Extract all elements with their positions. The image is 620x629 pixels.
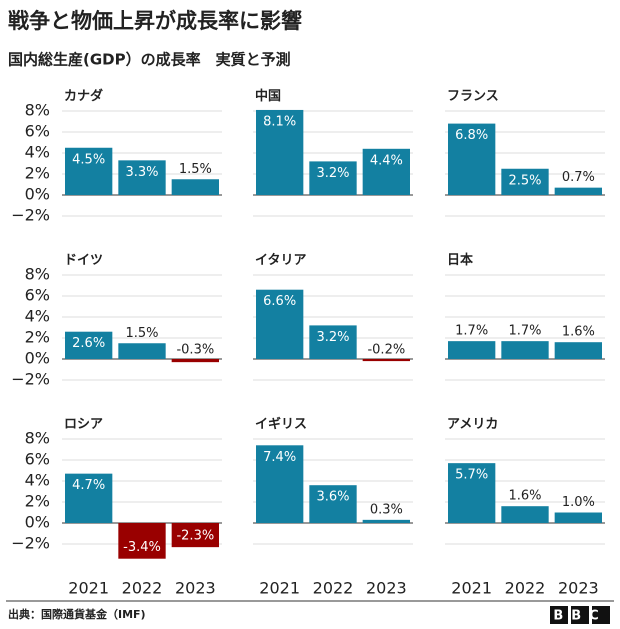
- value-label: 3.2%: [316, 330, 349, 345]
- logo-box: [571, 606, 589, 624]
- source: 出典：国際通貨基金（IMF): [8, 607, 146, 621]
- panel-title: イギリス: [255, 416, 307, 432]
- bar: [554, 342, 602, 359]
- value-label: 3.2%: [316, 166, 349, 181]
- y-tick-label: 4%: [25, 471, 50, 490]
- panel-title: 日本: [447, 252, 473, 268]
- bar: [118, 343, 166, 359]
- bar: [118, 160, 166, 195]
- bar: [118, 523, 166, 559]
- value-label: 4.5%: [72, 152, 105, 167]
- y-tick-label: 6%: [25, 450, 50, 469]
- value-label: 2.6%: [72, 336, 105, 351]
- bar: [362, 519, 410, 523]
- value-label: -3.4%: [123, 540, 161, 555]
- panel-title: カナダ: [64, 88, 103, 104]
- bar: [256, 445, 304, 523]
- y-tick-label: 2%: [25, 328, 50, 347]
- value-label: 0.3%: [370, 502, 403, 517]
- bar: [501, 341, 549, 359]
- y-tick-label: 8%: [25, 429, 50, 448]
- y-tick-label: 0%: [25, 513, 50, 532]
- logo: BBC: [550, 606, 610, 624]
- bar: [309, 325, 357, 359]
- bar: [256, 289, 304, 359]
- bar: [554, 187, 602, 195]
- y-tick-label: −2%: [11, 206, 50, 225]
- bar: [448, 341, 496, 359]
- bar: [501, 168, 549, 195]
- value-label: 6.8%: [455, 128, 488, 143]
- bar: [448, 463, 496, 523]
- bar: [256, 109, 304, 195]
- y-tick-label: 6%: [25, 286, 50, 305]
- panel-title: 中国: [255, 88, 281, 104]
- panel-title: イタリア: [255, 253, 306, 268]
- bar: [362, 148, 410, 195]
- x-tick-label: 2023: [558, 579, 599, 598]
- value-label: -0.3%: [176, 343, 214, 358]
- chart-subtitle: 国内総生産(GDP）の成長率 実質と予測: [8, 51, 291, 69]
- value-label: 1.5%: [125, 326, 158, 341]
- value-label: 3.3%: [125, 165, 158, 180]
- value-label: 1.7%: [455, 324, 488, 339]
- value-label: 7.4%: [263, 450, 296, 465]
- y-tick-label: 4%: [25, 143, 50, 162]
- logo-text: BBC: [553, 609, 606, 624]
- panel-title: ロシア: [64, 417, 103, 432]
- bar: [448, 123, 496, 195]
- value-label: 0.7%: [562, 170, 595, 185]
- value-label: 8.1%: [263, 114, 296, 129]
- y-tick-label: 2%: [25, 164, 50, 183]
- value-label: 1.7%: [508, 324, 541, 339]
- value-label: 2.5%: [508, 173, 541, 188]
- x-tick-label: 2021: [68, 579, 109, 598]
- value-label: 1.0%: [562, 495, 595, 510]
- value-label: -2.3%: [176, 529, 214, 544]
- y-tick-label: 8%: [25, 101, 50, 120]
- chart-title: 戦争と物価上昇が成長率に影響: [8, 9, 302, 33]
- y-tick-label: 0%: [25, 349, 50, 368]
- x-tick-label: 2022: [122, 579, 163, 598]
- bar: [309, 161, 357, 195]
- x-tick-label: 2021: [259, 579, 300, 598]
- y-tick-label: 8%: [25, 265, 50, 284]
- bar: [65, 147, 113, 195]
- bar: [309, 485, 357, 523]
- value-label: 3.6%: [316, 490, 349, 505]
- value-label: -0.2%: [367, 343, 405, 358]
- value-label: 4.4%: [370, 153, 403, 168]
- x-tick-label: 2023: [175, 579, 216, 598]
- y-tick-label: 6%: [25, 122, 50, 141]
- value-label: 1.6%: [562, 325, 595, 340]
- bar: [362, 359, 410, 362]
- y-tick-label: 0%: [25, 185, 50, 204]
- x-tick-label: 2022: [505, 579, 546, 598]
- logo-box: [592, 606, 610, 624]
- value-label: 5.7%: [455, 468, 488, 483]
- logo-box: [550, 606, 568, 624]
- value-label: 4.7%: [72, 478, 105, 493]
- panel-title: アメリカ: [447, 417, 498, 432]
- value-label: 1.5%: [179, 162, 212, 177]
- y-tick-label: −2%: [11, 534, 50, 553]
- value-label: 6.6%: [263, 294, 296, 309]
- bar: [65, 473, 113, 523]
- bar: [501, 506, 549, 523]
- bar: [171, 179, 219, 195]
- bar: [171, 523, 219, 548]
- y-tick-label: 4%: [25, 307, 50, 326]
- y-tick-label: −2%: [11, 370, 50, 389]
- value-label: 1.6%: [508, 489, 541, 504]
- x-tick-label: 2023: [366, 579, 407, 598]
- x-tick-label: 2021: [451, 579, 492, 598]
- bar: [65, 331, 113, 359]
- y-tick-label: 2%: [25, 492, 50, 511]
- bar: [554, 512, 602, 523]
- x-tick-label: 2022: [313, 579, 354, 598]
- panel-title: フランス: [447, 89, 499, 104]
- bar: [171, 359, 219, 363]
- panel-title: ドイツ: [64, 253, 103, 268]
